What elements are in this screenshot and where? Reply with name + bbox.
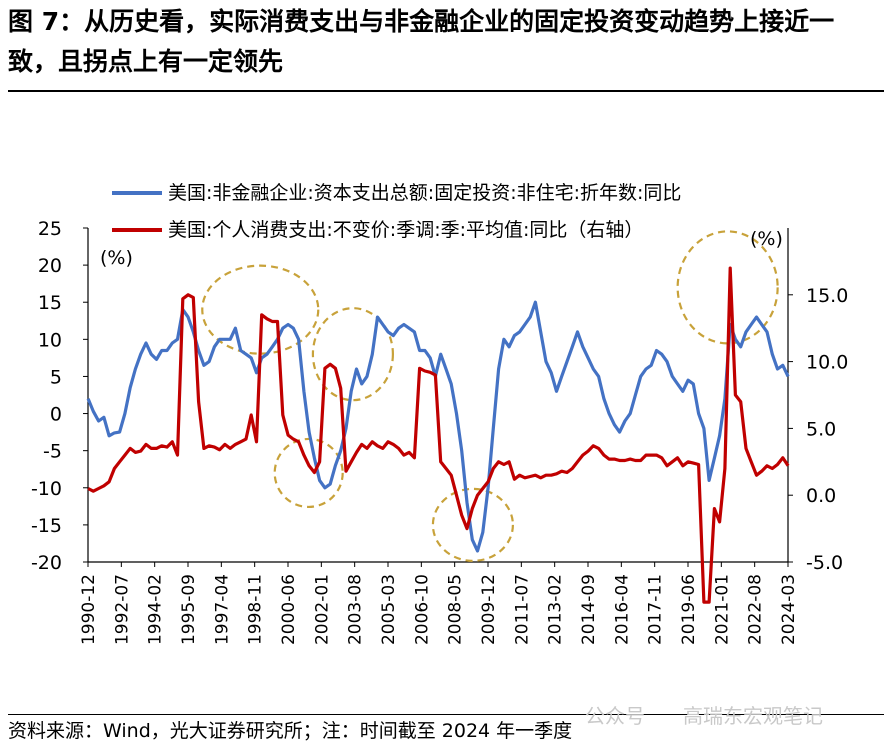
left-tick-label: 10	[38, 329, 62, 351]
highlight-ellipse	[311, 307, 395, 402]
right-tick-label: 0.0	[806, 485, 836, 507]
right-tick-label: -5.0	[806, 552, 843, 574]
highlight-ellipse	[431, 487, 515, 562]
x-tick-label: 2011-07	[512, 574, 532, 645]
left-tick-label: 25	[38, 218, 62, 240]
x-tick-label: 2024-03	[779, 574, 799, 645]
x-tick-label: 2021-01	[712, 574, 732, 645]
x-tick-label: 2003-08	[346, 574, 366, 645]
series-lines	[86, 266, 790, 604]
title-rule	[8, 90, 884, 92]
footer-rule	[8, 714, 884, 715]
x-tick-label: 2022-08	[746, 574, 766, 645]
left-tick-label: -15	[31, 515, 62, 537]
left-axis-unit: (%)	[100, 247, 133, 269]
left-tick-label: -10	[31, 478, 62, 500]
x-tick-label: 1990-12	[79, 574, 99, 645]
right-tick-label: 15.0	[806, 285, 848, 307]
left-tick-label: -5	[43, 441, 62, 463]
right-tick-label: 5.0	[806, 418, 836, 440]
source-note: 资料来源：Wind，光大证券研究所；注：时间截至 2024 年一季度	[8, 720, 573, 742]
x-tick-label: 2009-12	[479, 574, 499, 645]
x-tick-label: 2006-10	[412, 574, 432, 645]
x-tick-label: 1992-07	[112, 574, 132, 645]
watermark-right: 高瑞东宏观笔记	[683, 704, 823, 728]
x-tick-label: 2005-03	[379, 574, 399, 645]
annotations	[201, 230, 779, 562]
left-tick-label: 20	[38, 255, 62, 277]
right-axis-unit: (%)	[750, 228, 783, 250]
left-tick-label: -20	[31, 552, 62, 574]
x-tick-label: 1997-04	[212, 574, 232, 645]
x-tick-label: 1994-02	[146, 574, 166, 645]
x-tick-label: 2008-05	[446, 574, 466, 645]
right-tick-label: 10.0	[806, 352, 848, 374]
chart-title: 图 7：从历史看，实际消费支出与非金融企业的固定投资变动趋势上接近一致，且拐点上…	[8, 7, 835, 76]
x-tick-label: 2019-06	[679, 574, 699, 645]
left-tick-label: 5	[50, 366, 62, 388]
x-tick-label: 1995-09	[179, 574, 199, 645]
x-tick-label: 2013-02	[546, 574, 566, 645]
series-line-investment	[86, 300, 790, 553]
highlight-ellipse	[676, 230, 779, 345]
highlight-ellipse	[201, 264, 320, 355]
series-line-consumption	[87, 266, 790, 604]
legend-label-investment: 美国:非金融企业:资本支出总额:固定投资:非住宅:折年数:同比	[168, 182, 681, 204]
left-tick-label: 0	[50, 404, 62, 426]
x-tick-label: 1998-11	[246, 574, 266, 645]
highlight-ellipse	[273, 437, 344, 509]
legend-label-consumption: 美国:个人消费支出:不变价:季调:季:平均值:同比（右轴）	[168, 219, 643, 241]
x-tick-label: 2017-11	[646, 574, 666, 645]
x-tick-label: 2000-06	[279, 574, 299, 645]
x-tick-label: 2016-04	[612, 574, 632, 645]
legend: 美国:非金融企业:资本支出总额:固定投资:非住宅:折年数:同比 美国:个人消费支…	[112, 182, 681, 241]
x-tick-label: 2014-09	[579, 574, 599, 645]
watermark: 公众号 高瑞东宏观笔记	[585, 700, 823, 729]
watermark-left: 公众号	[585, 704, 645, 728]
axes: 25 20 15 10 5 0 -5 -10 -15 -20 15.0 10.0 5.0 0.0 -5.0 1…	[31, 218, 848, 645]
x-tick-label: 2002-01	[312, 574, 332, 645]
left-tick-label: 15	[38, 292, 62, 314]
